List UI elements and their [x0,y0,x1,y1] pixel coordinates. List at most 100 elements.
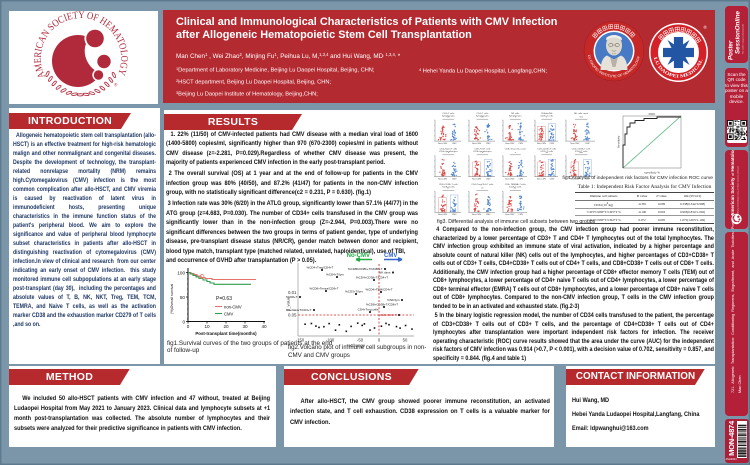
svg-text:0: 0 [187,324,190,329]
svg-text:**: ** [546,151,549,155]
svg-text:NK dims: NK dims [379,271,391,275]
svg-text:CD4+TregCD4+T cells: CD4+TregCD4+T cells [471,183,494,186]
svg-text:/lymphocytes: /lymphocytes [476,114,490,117]
svg-text:Helping hematologists conquer: Helping hematologists conquer blood dise… [737,166,740,214]
svg-text:CMV: CMV [452,214,457,216]
svg-text:*: * [515,115,517,119]
svg-text:CMV: CMV [518,143,523,145]
svg-text:Sensitivity: Sensitivity [617,135,621,148]
svg-text:*: * [515,151,517,155]
svg-text:%CD8+Temra/CD8+T: %CD8+Temra/CD8+T [309,287,338,291]
svg-text:0.01: 0.01 [288,290,297,295]
svg-text:***: *** [579,151,583,155]
svg-text:CD4+NaiveT cells: CD4+NaiveT cells [440,148,458,150]
svg-text:CMV: CMV [585,179,590,181]
svg-text:% CD8+NaiveT/CD8+T: % CD8+NaiveT/CD8+T [286,295,298,299]
svg-text:Non-CMV: Non-CMV [472,143,482,145]
svg-text:/CD8+T cells: /CD8+T cells [442,187,455,189]
svg-text:p_value: p_value [286,296,291,311]
svg-text:**: ** [514,187,517,191]
svg-text:CD8+CD38+T cells: CD8+CD38+T cells [439,184,459,186]
svg-text:/lymphocytes: /lymphocytes [442,114,456,117]
svg-text:ROC: ROC [649,112,657,116]
svg-text:CMV: CMV [452,179,457,181]
svg-text:*: * [482,151,484,155]
svg-text:%CD4+CD38+T/CD4+T: %CD4+CD38+T/CD4+T [356,276,388,280]
svg-text:20: 20 [223,324,229,329]
svg-text:CMV: CMV [384,253,397,259]
svg-text:The online congress broadcaste: The online congress broadcaster [741,23,744,54]
svg-text:NK cells: NK cells [511,113,520,115]
svg-text:CD4+T cells: CD4+T cells [476,113,489,115]
svg-text:50: 50 [180,295,186,300]
svg-text:-50: -50 [357,338,364,343]
svg-text:%Change: %Change [347,343,366,348]
svg-text:0: 0 [378,338,381,343]
svg-text:Non-CMV: Non-CMV [570,143,580,145]
svg-text:30: 30 [242,324,248,329]
svg-text:P=0.63: P=0.63 [216,296,232,302]
svg-text:*: * [546,115,548,119]
svg-text:CD8+Treg cells count: CD8+Treg cells count [505,147,526,150]
svg-text:American Society of Hematology: American Society of Hematology [730,150,735,216]
svg-text:-100: -100 [326,338,335,343]
svg-text:CMV: CMV [518,214,523,216]
svg-text:**: ** [447,115,450,119]
svg-text:%NK/lym: %NK/lym [387,298,400,302]
svg-text:®: ® [704,24,708,30]
svg-text:0: 0 [182,319,185,324]
svg-text:Non-CMV: Non-CMV [472,179,482,181]
svg-text:Post-transplant time(months): Post-transplant time(months) [195,331,257,336]
svg-text:CMV: CMV [550,143,555,145]
svg-text:CMV: CMV [585,143,590,145]
svg-text:0.05: 0.05 [288,313,297,318]
svg-text:CMV: CMV [486,179,491,181]
svg-text:*: * [448,151,450,155]
svg-text:%CD8+CD38+T/CD8+T: %CD8+CD38+T/CD8+T [366,303,398,307]
svg-text:40: 40 [261,324,267,329]
svg-text:No-CMV: No-CMV [347,253,370,259]
svg-text:%CD4+TEM/CD4+T: %CD4+TEM/CD4+T [365,288,392,292]
svg-text:CMV: CMV [224,311,234,316]
svg-text:%CD3+NaiveT/CD4+T: %CD3+NaiveT/CD4+T [286,308,312,312]
svg-text:SessionOnline: SessionOnline [734,10,741,54]
svg-text:%CD4+T/lym: %CD4+T/lym [326,273,344,277]
svg-text:Non-CMV: Non-CMV [438,214,448,216]
svg-text:CMV: CMV [486,214,491,216]
svg-text:NK cells count: NK cells count [574,112,588,115]
svg-text:Non-CMV: Non-CMV [438,143,448,145]
svg-text:CD4+Treg cells: CD4+Treg cells [358,308,379,312]
svg-text:***: *** [579,115,583,119]
svg-text:-150: -150 [296,338,305,343]
svg-text:/CD4+lymphocytes: /CD4+lymphocytes [439,150,458,153]
svg-text:10: 10 [204,324,210,329]
svg-text:Non-CMV: Non-CMV [537,143,547,145]
svg-text:/CD3+T cells: /CD3+T cells [540,151,553,153]
svg-text:**: ** [447,187,450,191]
svg-text:CMV: CMV [452,143,457,145]
svg-text:/CD8+T cells: /CD8+T cells [509,187,522,189]
svg-text:CD8+TemT cells: CD8+TemT cells [474,148,491,150]
svg-text:CD3+CD38+T cells: CD3+CD38+T cells [537,148,557,150]
svg-text:non-CMV: non-CMV [224,304,242,309]
svg-text:%CD3+T/lym: %CD3+T/lym [345,290,363,294]
svg-text:Non-CMV: Non-CMV [505,143,515,145]
svg-text:CD4+CD38+T cells: CD4+CD38+T cells [572,148,592,150]
svg-text:Non-CMV: Non-CMV [472,214,482,216]
svg-text:CD3+T cells: CD3+T cells [442,113,455,115]
svg-text:Poster: Poster [728,40,735,60]
svg-text:Non-CMV: Non-CMV [438,179,448,181]
svg-text:%CD4+Treg/CD4+T: %CD4+Treg/CD4+T [307,266,334,270]
svg-text:CD8dim/NK: CD8dim/NK [541,113,553,115]
svg-text:/CD8+T cells: /CD8+T cells [540,115,553,117]
svg-text:CMV: CMV [486,143,491,145]
svg-text:Non-CMV: Non-CMV [537,179,547,181]
svg-text:/CD8+lymphocytes: /CD8+lymphocytes [473,150,492,153]
svg-text:Non-CMV: Non-CMV [505,214,515,216]
svg-text:%CD8b/CD8b+T/CD8b+T: %CD8b/CD8b+T/CD8b+T [348,267,383,271]
svg-text:specificity %: specificity % [644,171,660,175]
svg-text:/CD4+T cells: /CD4+T cells [575,151,588,153]
svg-text:100: 100 [177,270,185,275]
svg-text:/lymphocytes: /lymphocytes [509,114,523,117]
svg-text:CD8b/CD8-T: CD8b/CD8-T [379,313,397,317]
